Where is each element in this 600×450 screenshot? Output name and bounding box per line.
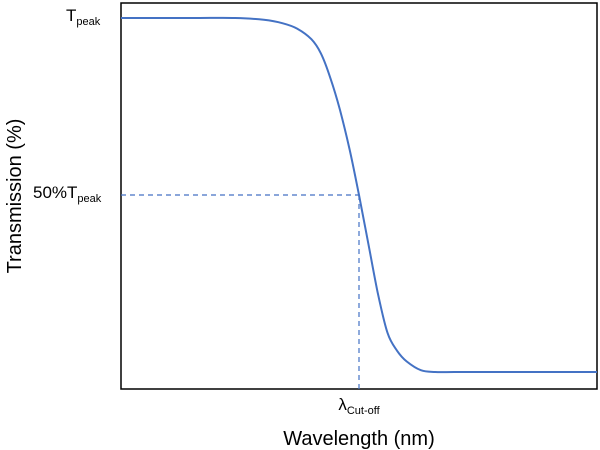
y-axis-title: Transmission (%) bbox=[4, 119, 26, 274]
x-tick-label-cutoff: λCut-off bbox=[338, 395, 380, 417]
x-axis-title: Wavelength (nm) bbox=[283, 428, 435, 450]
y-tick-label-peak: Tpeak bbox=[66, 6, 101, 28]
transmission-curve bbox=[121, 16, 597, 374]
y-tick-label-half-peak: 50%Tpeak bbox=[33, 183, 102, 205]
